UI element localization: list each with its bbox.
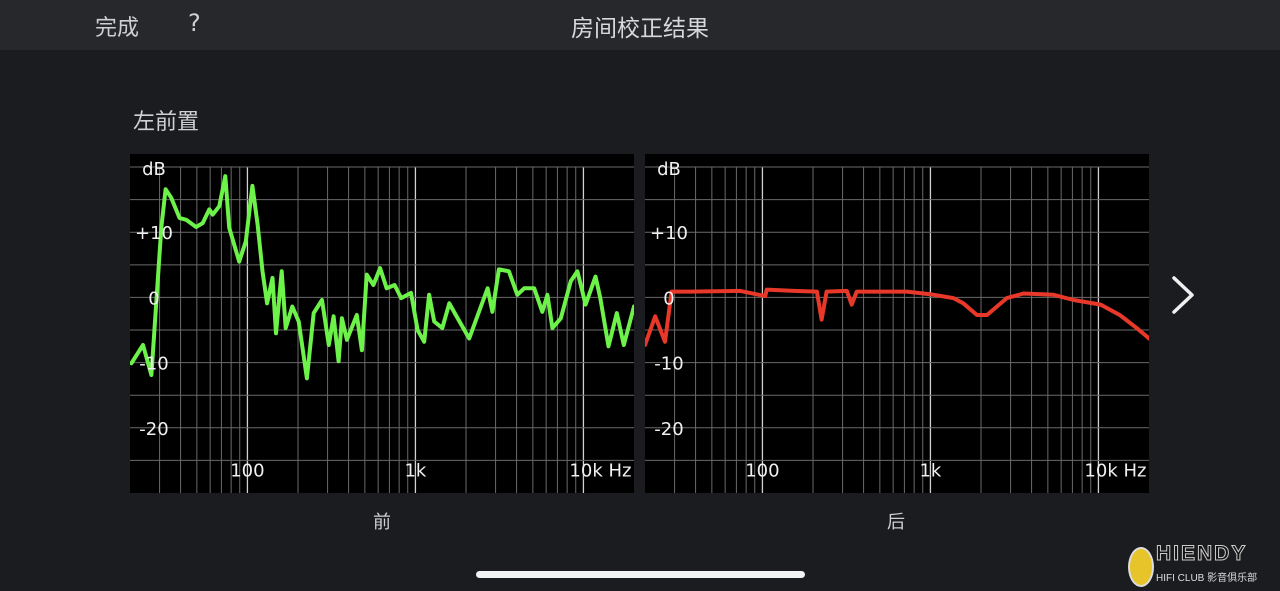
x-tick-label: 1k [919,461,941,482]
x-tick-label: 10k Hz [1084,461,1146,482]
chart-after: dB +10 0 -10 -20 100 1k 10k Hz [645,154,1149,493]
page-title: 房间校正结果 [571,16,709,42]
y-tick-label: +10 [650,223,688,244]
y-tick-label: -20 [654,419,683,440]
done-button[interactable]: 完成 [95,16,140,41]
logo-sub: HIFI CLUB 影音俱乐部 [1156,573,1258,584]
response-curve [645,287,1149,347]
chevron-right-icon [1172,276,1194,314]
y-axis-label: dB [142,159,166,180]
x-tick-label: 100 [745,461,779,482]
y-tick-label: -10 [139,354,168,375]
x-tick-label: 100 [230,461,264,482]
nav-bar: 完成 ? 房间校正结果 [0,0,1280,50]
chart-before: dB +10 0 -10 -20 100 1k 10k Hz [130,154,634,493]
home-indicator[interactable] [476,571,805,578]
x-tick-label: 1k [404,461,426,482]
speaker-label: 左前置 [133,110,200,135]
y-tick-label: 0 [148,288,159,309]
chart-before-caption: 前 [373,512,391,533]
y-tick-label: -10 [654,354,683,375]
chart-after-caption: 后 [887,512,905,533]
y-tick-label: -20 [139,419,168,440]
watermark-logo: HIENDY HIFI CLUB 影音俱乐部 [1126,542,1276,587]
next-button[interactable] [1166,274,1198,316]
y-tick-label: 0 [663,288,674,309]
x-tick-label: 10k Hz [569,461,631,482]
response-curve [130,174,634,381]
help-button[interactable]: ? [188,9,201,37]
logo-disc-icon [1128,547,1154,587]
y-tick-label: +10 [135,223,173,244]
y-axis-label: dB [657,159,681,180]
logo-brand: HIENDY [1155,542,1248,566]
